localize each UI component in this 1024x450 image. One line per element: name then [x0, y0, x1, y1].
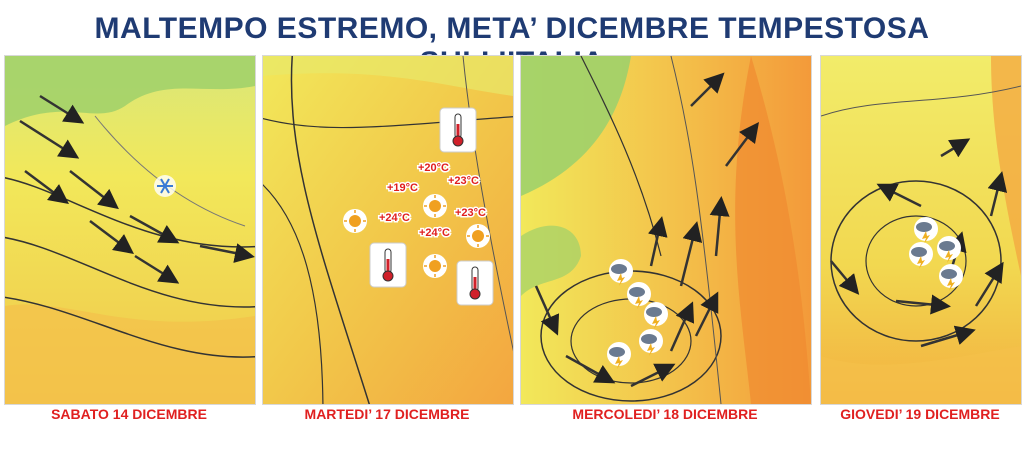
wind-arrow-icon — [534, 72, 759, 388]
thermometer-icon — [456, 260, 494, 306]
sun-icon — [423, 194, 447, 218]
thunderstorm-cloud-icon — [909, 242, 933, 269]
sun-icon — [343, 209, 367, 233]
temperature-label: +20°C — [418, 162, 449, 174]
temperature-label: +24°C — [419, 227, 450, 239]
temperature-label: +19°C — [387, 182, 418, 194]
thunderstorm-cloud-icon — [607, 342, 631, 369]
map-panel-giovedi — [820, 55, 1022, 405]
thunderstorm-cloud-icon — [627, 282, 651, 309]
weather-map — [821, 56, 1021, 404]
thunderstorm-cloud-icon — [639, 329, 663, 356]
temperature-label: +23°C — [448, 175, 479, 187]
weather-map — [521, 56, 811, 404]
snowflake-icon — [154, 175, 176, 197]
panel-caption: SABATO 14 DICEMBRE — [51, 406, 207, 422]
wind-arrow-icon — [830, 138, 1008, 348]
temperature-label: +23°C — [455, 207, 486, 219]
panel-caption: GIOVEDI’ 19 DICEMBRE — [840, 406, 1000, 422]
thermometer-icon — [439, 107, 477, 153]
panel-caption: MERCOLEDI’ 18 DICEMBRE — [572, 406, 758, 422]
weather-map — [5, 56, 255, 404]
map-panel-martedi: +20°C +19°C +23°C +24°C +23°C +24°C — [262, 55, 514, 405]
thunderstorm-cloud-icon — [937, 236, 961, 263]
map-panel-sabato — [4, 55, 256, 405]
thermometer-icon — [369, 242, 407, 288]
panel-caption: MARTEDI’ 17 DICEMBRE — [304, 406, 470, 422]
thunderstorm-cloud-icon — [914, 217, 938, 244]
thunderstorm-cloud-icon — [644, 302, 668, 329]
map-panel-mercoledi — [520, 55, 812, 405]
sun-icon — [423, 254, 447, 278]
thunderstorm-cloud-icon — [939, 264, 963, 291]
weather-map: +20°C +19°C +23°C +24°C +23°C +24°C — [263, 56, 513, 404]
temperature-label: +24°C — [379, 212, 410, 224]
thunderstorm-cloud-icon — [609, 259, 633, 286]
sun-icon — [466, 224, 490, 248]
wind-arrow-icon — [19, 94, 255, 284]
